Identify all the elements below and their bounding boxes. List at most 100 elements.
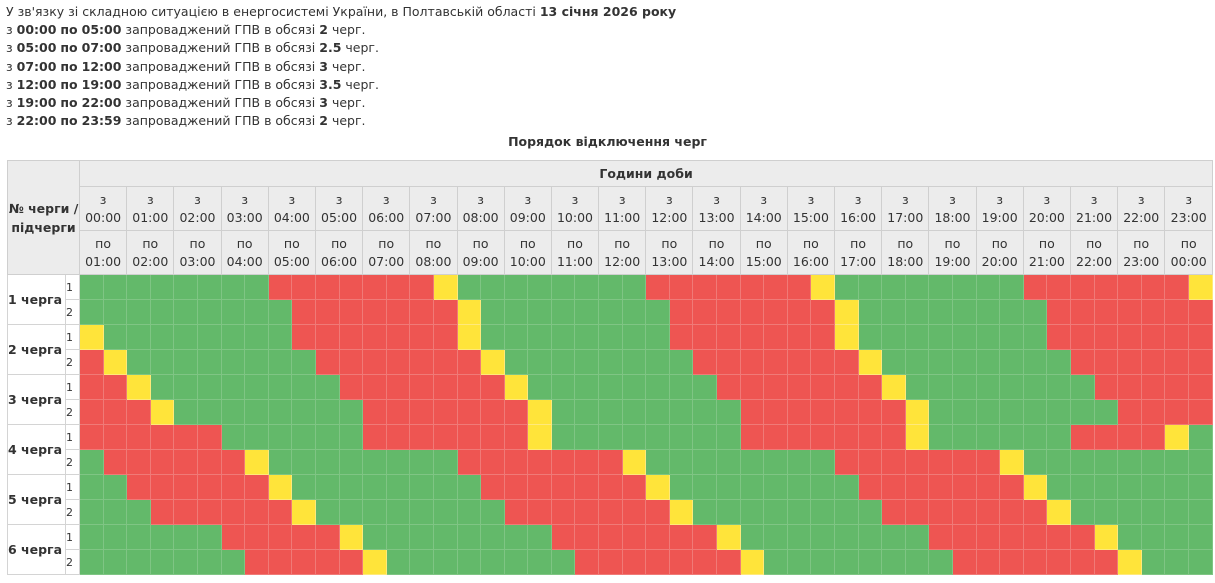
power-on-slot: [79, 524, 104, 550]
power-on-slot: [267, 349, 293, 375]
outage-slot: [338, 374, 364, 400]
power-on-slot: [409, 474, 434, 500]
power-on-slot: [1093, 474, 1119, 500]
power-on-slot: [314, 424, 340, 450]
possible-outage-slot: [904, 424, 930, 450]
power-on-slot: [975, 349, 1001, 375]
power-on-slot: [1164, 549, 1189, 575]
power-on-slot: [1140, 499, 1166, 525]
to-word: по: [944, 235, 961, 251]
power-on-slot: [574, 424, 600, 450]
line-amount: 3.5: [319, 76, 342, 92]
outage-slot: [1117, 424, 1142, 450]
power-on-slot: [716, 499, 741, 525]
power-on-slot: [480, 274, 505, 300]
outage-slot: [1187, 349, 1214, 375]
hour-to-cell: по 04:00: [220, 230, 269, 275]
outage-slot: [291, 274, 316, 300]
power-on-slot: [716, 449, 741, 475]
outage-slot: [786, 399, 812, 425]
table-row: 2 черга 1: [7, 324, 1214, 375]
outage-slot: [810, 424, 835, 450]
power-on-slot: [432, 499, 458, 525]
power-on-slot: [432, 524, 458, 550]
line-mid: по: [60, 113, 78, 129]
hour-to-cell: по 17:00: [833, 230, 883, 275]
outage-slot: [503, 449, 529, 475]
power-on-slot: [409, 549, 434, 575]
outage-slot: [79, 399, 104, 425]
to-word: по: [1086, 235, 1102, 251]
outage-slot: [550, 449, 576, 475]
power-on-slot: [432, 474, 458, 500]
power-on-slot: [1164, 449, 1189, 475]
power-on-slot: [291, 449, 316, 475]
power-on-slot: [79, 274, 104, 300]
outage-slot: [550, 524, 576, 550]
power-on-slot: [904, 349, 930, 375]
power-on-slot: [999, 374, 1024, 400]
outage-slot: [503, 474, 529, 500]
to-time: 17:00: [840, 253, 877, 269]
power-on-slot: [621, 349, 647, 375]
to-word: по: [708, 235, 725, 251]
outage-slot: [1069, 324, 1095, 350]
outage-slot: [527, 499, 552, 525]
outage-slot: [786, 374, 812, 400]
power-on-slot: [362, 524, 387, 550]
power-on-slot: [739, 499, 765, 525]
outage-slot: [1093, 324, 1119, 350]
possible-outage-slot: [527, 424, 552, 450]
outage-slot: [385, 349, 411, 375]
outage-slot: [149, 449, 175, 475]
line-from: 05:00: [16, 40, 57, 56]
hour-to-cell: по 18:00: [881, 230, 930, 275]
from-word: з: [524, 191, 532, 207]
power-on-slot: [196, 524, 222, 550]
hour-to-cell: по 05:00: [267, 230, 316, 275]
power-on-slot: [102, 499, 128, 525]
outage-slot: [881, 499, 906, 525]
from-word: з: [288, 191, 296, 207]
power-on-slot: [951, 299, 977, 325]
power-on-slot: [975, 374, 1001, 400]
schedule-line: з 00:00 по 05:00 запроваджений ГПВ в обс…: [6, 21, 676, 39]
power-on-slot: [503, 524, 529, 550]
hour-from-cell: з 11:00: [598, 186, 647, 231]
from-time: 14:00: [745, 209, 782, 225]
outage-slot: [432, 324, 458, 350]
from-time: 09:00: [509, 209, 546, 225]
from-word: з: [996, 191, 1003, 207]
outage-slot: [267, 274, 293, 300]
outage-slot: [362, 299, 387, 325]
outage-slot: [1164, 349, 1189, 375]
power-on-slot: [598, 424, 623, 450]
outage-slot: [881, 399, 906, 425]
power-on-slot: [621, 324, 647, 350]
power-on-slot: [999, 424, 1024, 450]
power-on-slot: [928, 399, 953, 425]
power-on-slot: [574, 399, 600, 425]
from-time: 05:00: [321, 209, 358, 225]
outage-slot: [1046, 299, 1071, 325]
to-time: 14:00: [698, 253, 735, 269]
schedule-line: з 19:00 по 22:00 запроваджений ГПВ в обс…: [6, 94, 676, 112]
outage-slot: [196, 449, 222, 475]
outage-slot: [314, 549, 340, 575]
from-time: 23:00: [1170, 209, 1207, 225]
power-on-slot: [645, 449, 670, 475]
power-on-slot: [1093, 449, 1119, 475]
outage-slot: [904, 499, 930, 525]
line-mid: по: [60, 58, 78, 74]
outage-slot: [716, 349, 741, 375]
line-unit: черг.: [331, 113, 366, 129]
power-on-slot: [621, 274, 647, 300]
power-on-slot: [621, 299, 647, 325]
to-time: 00:00: [1170, 253, 1207, 269]
power-on-slot: [881, 299, 906, 325]
outage-slot: [338, 549, 364, 575]
from-word: з: [241, 191, 248, 207]
outage-slot: [1022, 499, 1048, 525]
power-on-slot: [149, 324, 175, 350]
subqueue-label: 1: [65, 274, 80, 300]
